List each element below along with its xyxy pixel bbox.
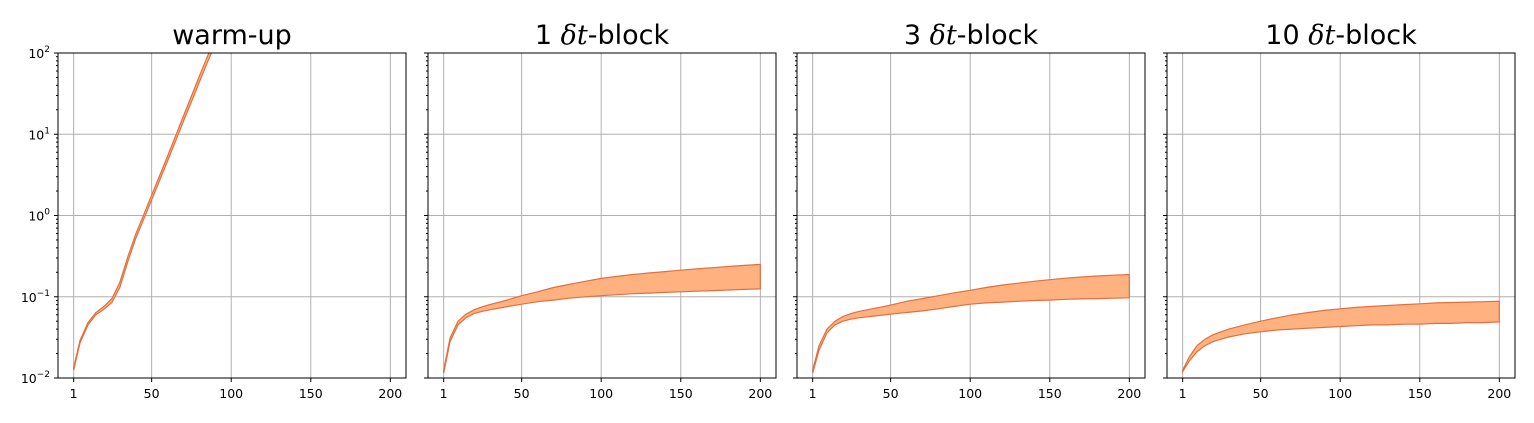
x-tick-label: 150 — [669, 386, 693, 401]
band-area — [1182, 300, 1500, 374]
x-tick-label: 150 — [1408, 386, 1432, 401]
band-area — [443, 263, 761, 374]
x-tick-label: 1 — [809, 386, 817, 401]
band-area — [73, 53, 213, 371]
y-tick-label: 10−1 — [21, 289, 50, 305]
y-tick-label: 10−2 — [21, 370, 50, 386]
x-tick-label: 100 — [589, 386, 613, 401]
x-tick-label: 50 — [1253, 386, 1269, 401]
x-tick-label: 100 — [1328, 386, 1352, 401]
x-tick-label: 50 — [514, 386, 530, 401]
x-tick-label: 150 — [299, 386, 323, 401]
x-tick-label: 100 — [219, 386, 243, 401]
x-tick-label: 200 — [748, 386, 772, 401]
x-tick-label: 50 — [883, 386, 899, 401]
x-tick-label: 1 — [440, 386, 448, 401]
x-tick-label: 200 — [378, 386, 402, 401]
x-tick-label: 150 — [1038, 386, 1062, 401]
subplot-title: 3 δt-block — [904, 20, 1039, 51]
subplot-title: 10 δt-block — [1265, 20, 1417, 51]
x-tick-label: 100 — [958, 386, 982, 401]
subplot-title: warm-up — [172, 20, 292, 51]
x-tick-label: 50 — [144, 386, 160, 401]
subplot-title: 1 δt-block — [535, 20, 670, 51]
band-area — [812, 273, 1130, 374]
x-tick-label: 200 — [1487, 386, 1511, 401]
x-tick-label: 1 — [1179, 386, 1187, 401]
y-tick-label: 101 — [28, 126, 50, 142]
x-tick-label: 1 — [70, 386, 78, 401]
x-tick-label: 200 — [1117, 386, 1141, 401]
y-tick-label: 102 — [28, 45, 50, 61]
y-tick-label: 100 — [28, 208, 50, 224]
